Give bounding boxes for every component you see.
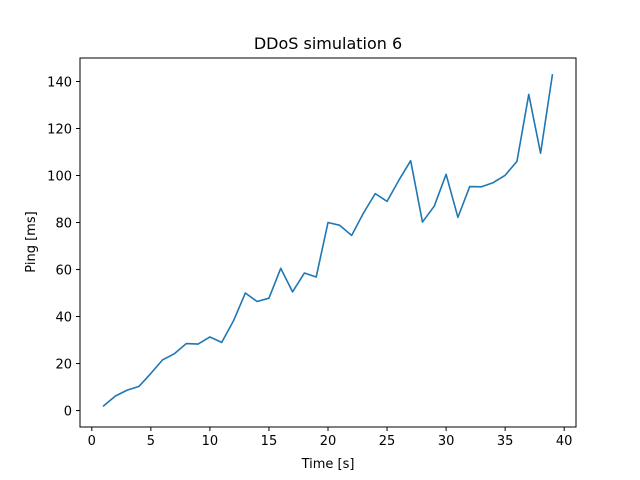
x-axis-label: Time [s]	[301, 457, 355, 472]
x-tick-label: 0	[88, 434, 96, 449]
x-tick-label: 10	[202, 434, 219, 449]
y-tick-label: 0	[64, 405, 72, 420]
y-tick-label: 100	[47, 170, 72, 185]
y-axis-label: Ping [ms]	[24, 211, 39, 272]
x-tick-label: 15	[261, 434, 278, 449]
x-tick-label: 40	[556, 434, 573, 449]
x-tick-label: 20	[320, 434, 337, 449]
x-tick-label: 25	[379, 434, 396, 449]
y-tick-label: 80	[55, 217, 72, 232]
y-tick-label: 20	[55, 358, 72, 373]
y-tick-label: 40	[55, 311, 72, 326]
chart-title: DDoS simulation 6	[254, 34, 402, 53]
x-tick-label: 30	[438, 434, 455, 449]
y-tick-label: 140	[47, 76, 72, 91]
x-tick-label: 5	[147, 434, 155, 449]
plot-frame	[79, 57, 577, 428]
x-tick-label: 35	[497, 434, 514, 449]
y-tick-label: 60	[55, 264, 72, 279]
series-line	[102, 74, 554, 407]
y-tick-label: 120	[47, 123, 72, 138]
